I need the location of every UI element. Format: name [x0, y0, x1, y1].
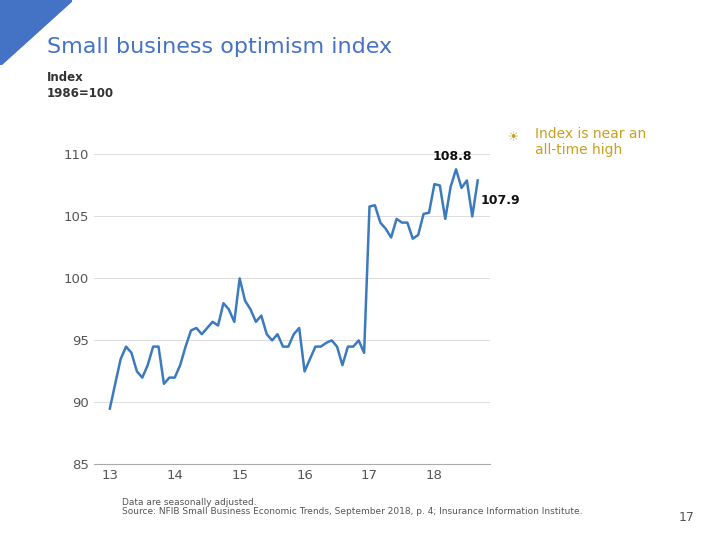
Text: ☀: ☀ [508, 131, 519, 144]
Bar [95, 495, 103, 520]
Text: Index is near an: Index is near an [535, 127, 647, 141]
Polygon shape [0, 0, 72, 65]
Text: Small business optimism index: Small business optimism index [47, 37, 392, 57]
Text: 17: 17 [679, 511, 695, 524]
Text: Source: NFIB Small Business Economic Trends, September 2018, p. 4; Insurance Inf: Source: NFIB Small Business Economic Tre… [122, 507, 583, 516]
Bar [73, 495, 81, 520]
Text: all-time high: all-time high [535, 143, 622, 157]
Text: 1986=100: 1986=100 [47, 87, 114, 100]
Bar [84, 495, 92, 520]
Text: Index: Index [47, 71, 84, 84]
Text: Data are seasonally adjusted.: Data are seasonally adjusted. [122, 497, 257, 507]
Text: 108.8: 108.8 [433, 150, 472, 163]
Text: 107.9: 107.9 [481, 194, 521, 207]
